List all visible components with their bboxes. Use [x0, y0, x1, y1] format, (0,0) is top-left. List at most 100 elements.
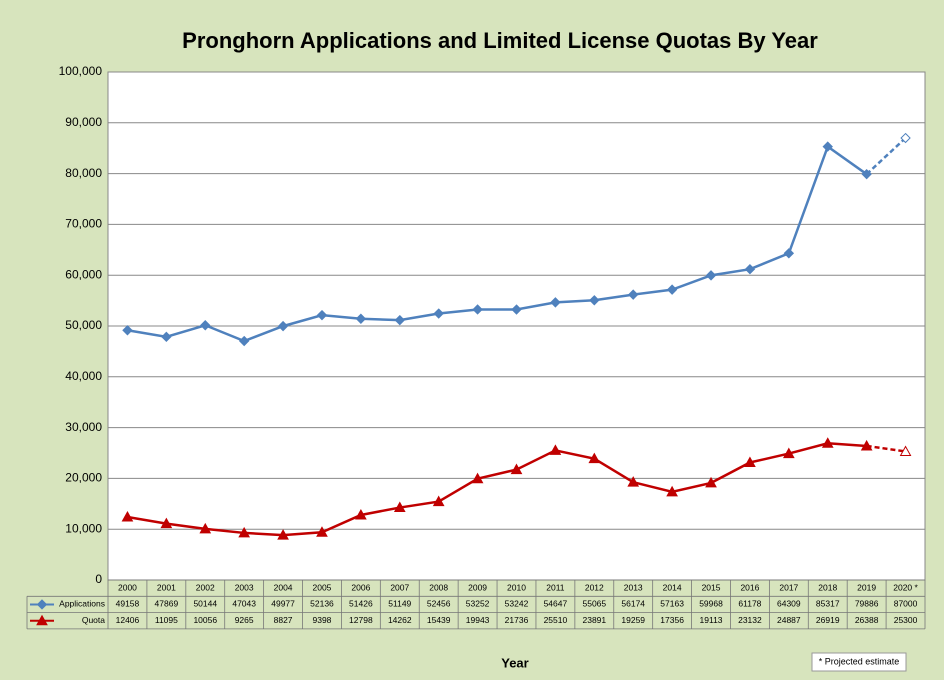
marker	[316, 309, 328, 321]
x-tick-label: 2009	[468, 582, 487, 592]
marker	[589, 295, 600, 306]
legend-label: Quota	[82, 615, 105, 625]
x-tick-label: 2010	[507, 582, 526, 592]
x-axis-label: Year	[501, 655, 528, 670]
x-tick-label: 2002	[196, 582, 215, 592]
projected-line	[865, 137, 907, 176]
table-value: 19113	[700, 615, 723, 625]
table-value: 49977	[271, 599, 295, 609]
marker	[277, 320, 289, 332]
x-tick-label: 2013	[624, 582, 643, 592]
table-value: 14262	[388, 615, 412, 625]
marker	[744, 264, 756, 275]
table-value: 87000	[894, 599, 918, 609]
table-value: 11095	[155, 615, 178, 625]
marker	[900, 132, 911, 144]
marker	[666, 485, 678, 497]
marker	[122, 325, 133, 336]
table-value: 57163	[660, 599, 684, 609]
y-tick-label: 60,000	[65, 267, 102, 281]
marker	[782, 447, 795, 459]
x-tick-label: 2015	[702, 582, 721, 592]
table-value: 19943	[466, 615, 490, 625]
marker	[121, 510, 134, 522]
table-value: 79886	[855, 599, 879, 609]
marker	[472, 304, 483, 315]
table-value: 19259	[621, 615, 645, 625]
table-value: 17356	[660, 615, 684, 625]
marker	[822, 141, 833, 152]
y-tick-label: 40,000	[65, 369, 102, 383]
x-tick-label: 2006	[351, 582, 370, 592]
table-value: 26919	[816, 615, 840, 625]
table-value: 23132	[738, 615, 762, 625]
note: * Projected estimate	[819, 656, 900, 666]
marker	[471, 472, 484, 484]
table-value: 24887	[777, 615, 801, 625]
table-value: 52456	[427, 599, 451, 609]
table-value: 55065	[582, 599, 606, 609]
x-tick-label: 2001	[157, 582, 176, 592]
x-tick-label: 2014	[663, 582, 682, 592]
x-tick-label: 2012	[585, 582, 604, 592]
x-tick-label: 2017	[779, 582, 798, 592]
line	[127, 441, 867, 537]
marker	[666, 284, 678, 295]
line	[127, 144, 868, 343]
marker	[433, 308, 444, 319]
x-tick-label: 2007	[390, 582, 409, 592]
x-tick-label: 2016	[740, 582, 759, 592]
y-tick-label: 30,000	[65, 420, 102, 434]
table-value: 12798	[349, 615, 373, 625]
table-value: 51149	[388, 599, 411, 609]
marker	[628, 289, 639, 300]
table-value: 15439	[427, 615, 451, 625]
table-value: 50144	[193, 599, 217, 609]
x-tick-label: 2003	[235, 582, 254, 592]
marker	[316, 526, 328, 537]
table-value: 64309	[777, 599, 801, 609]
x-tick-label: 2019	[857, 582, 876, 592]
marker	[355, 313, 367, 324]
x-tick-label: 2005	[313, 582, 332, 592]
table-value: 25300	[894, 615, 918, 625]
y-tick-label: 20,000	[65, 471, 102, 485]
marker	[199, 522, 212, 534]
marker	[783, 248, 795, 259]
table-value: 21736	[505, 615, 529, 625]
marker	[549, 444, 562, 455]
table-value: 10056	[193, 615, 217, 625]
table-value: 54647	[544, 599, 568, 609]
marker	[238, 526, 251, 538]
marker	[627, 476, 640, 487]
marker	[899, 445, 912, 456]
y-tick-label: 90,000	[65, 115, 102, 129]
table-value: 23891	[582, 615, 606, 625]
y-tick-label: 100,000	[59, 64, 103, 78]
table-value: 53252	[466, 599, 490, 609]
projected-line	[866, 444, 906, 453]
marker	[860, 439, 873, 451]
y-tick-label: 0	[95, 572, 102, 586]
marker	[705, 476, 717, 488]
table-value: 47869	[155, 599, 179, 609]
table-value: 9265	[235, 615, 254, 625]
x-tick-label: 2008	[429, 582, 448, 592]
table-value: 8827	[274, 615, 293, 625]
table-value: 26388	[855, 615, 879, 625]
table-value: 47043	[232, 599, 256, 609]
marker	[355, 508, 367, 520]
marker	[238, 335, 250, 347]
table-value: 59968	[699, 599, 723, 609]
marker	[432, 495, 445, 507]
y-tick-label: 70,000	[65, 217, 102, 231]
x-tick-label: 2000	[118, 582, 137, 592]
marker	[394, 314, 405, 326]
y-tick-label: 50,000	[65, 318, 102, 332]
marker	[550, 297, 561, 308]
table-value: 61178	[738, 599, 761, 609]
x-tick-label: 2018	[818, 582, 837, 592]
marker	[393, 501, 406, 513]
y-tick-label: 80,000	[65, 166, 102, 180]
marker	[744, 456, 756, 467]
